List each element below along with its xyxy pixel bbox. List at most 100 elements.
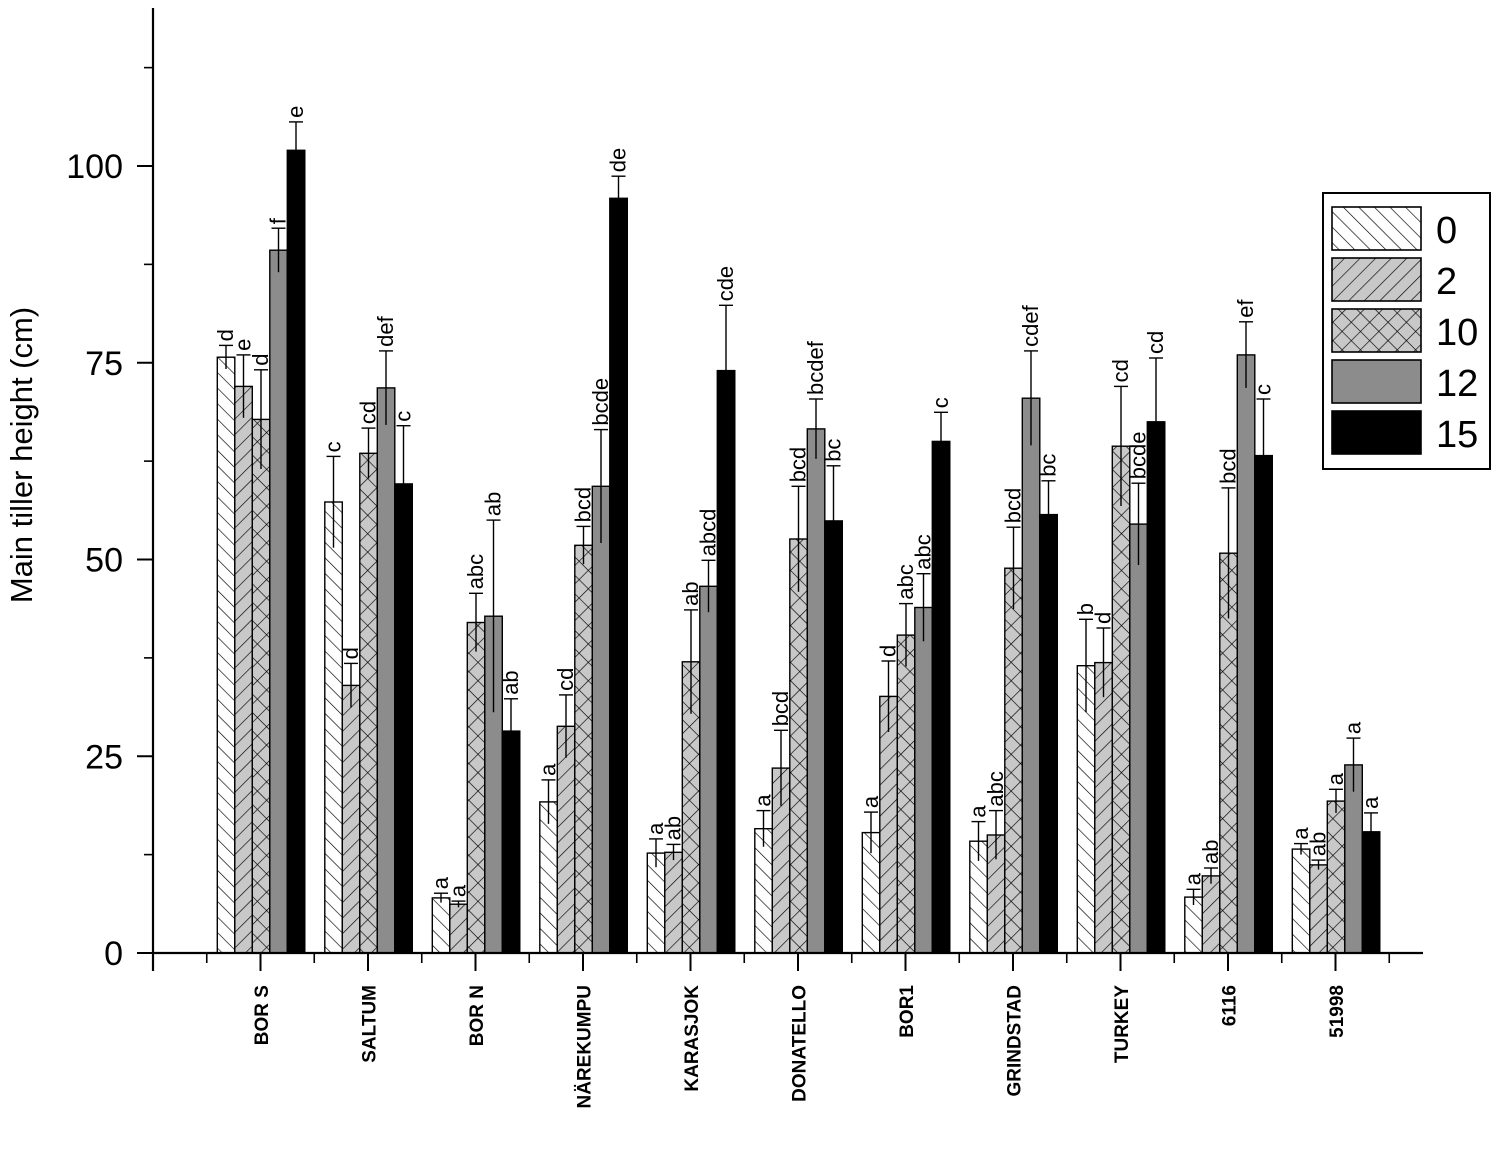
significance-letter: ab	[678, 581, 703, 605]
bar	[591, 485, 611, 954]
significance-letter: a	[751, 794, 776, 807]
y-tick-label: 25	[85, 738, 123, 776]
legend: 0 2 10 12 15	[1322, 192, 1491, 470]
significance-letter: a	[1288, 827, 1313, 840]
category-label: SALTUM	[360, 985, 381, 1063]
bar	[1201, 875, 1221, 954]
significance-letter: ab	[661, 816, 686, 840]
axes-layer	[137, 8, 1423, 971]
category-label: GRINDSTAD	[1005, 985, 1026, 1097]
bar	[1021, 397, 1041, 954]
bar	[789, 538, 808, 954]
significance-letter: c	[1251, 384, 1276, 395]
bar	[539, 801, 558, 954]
significance-letter: a	[1358, 796, 1383, 809]
bar	[216, 356, 236, 954]
significance-letter: ab	[1306, 832, 1331, 856]
bar	[1236, 354, 1256, 954]
significance-letter: a	[643, 822, 668, 835]
significance-letter: ab	[498, 670, 523, 694]
legend-swatch	[1331, 359, 1422, 404]
significance-letter: def	[373, 315, 398, 346]
bar	[1129, 523, 1149, 954]
bar	[574, 544, 593, 954]
legend-label: 0	[1436, 210, 1457, 252]
category-label: BOR S	[252, 985, 273, 1045]
y-tick-label: 50	[85, 542, 123, 580]
category-label: NÄREKUMPU	[575, 985, 596, 1109]
significance-letter: cd	[356, 401, 381, 424]
bar	[664, 851, 683, 954]
bar	[466, 621, 486, 954]
significance-letter: a	[1341, 721, 1366, 734]
significance-letter: bcdef	[803, 340, 828, 395]
significance-letter: cd	[1108, 359, 1133, 382]
bar	[646, 852, 666, 954]
bar	[341, 684, 361, 954]
bar	[501, 730, 521, 954]
category-label: TURKEY	[1112, 985, 1133, 1063]
bar	[914, 606, 933, 954]
category-label: BOR1	[897, 985, 918, 1038]
significance-letter: a	[858, 795, 883, 808]
bar	[286, 149, 306, 954]
significance-letter: a	[428, 876, 453, 889]
bars-layer	[216, 121, 1381, 954]
significance-letter: cde	[713, 266, 738, 301]
significance-letter: ef	[1233, 299, 1258, 318]
significance-letter: ab	[481, 492, 506, 516]
legend-label: 2	[1436, 261, 1457, 303]
significance-letter: d	[248, 354, 273, 366]
significance-letter: cd	[553, 668, 578, 691]
significance-letter: b	[1073, 603, 1098, 615]
significance-letter: de	[606, 148, 631, 172]
bar	[376, 387, 396, 954]
bar	[251, 418, 271, 954]
legend-swatch	[1331, 410, 1422, 455]
category-label: 6116	[1220, 985, 1241, 1026]
y-tick-label: 100	[66, 148, 123, 186]
significance-letter: bcd	[1001, 488, 1026, 523]
bar	[754, 828, 773, 954]
significance-letter: abc	[463, 554, 488, 589]
significance-letter: bcd	[571, 487, 596, 522]
bar	[699, 585, 718, 954]
legend-swatch	[1331, 206, 1422, 251]
bar	[1291, 848, 1311, 954]
bar	[1111, 445, 1131, 954]
significance-letter: f	[266, 217, 291, 224]
significance-letter: bcd	[1216, 448, 1241, 483]
significance-letter: bcde	[588, 378, 613, 426]
category-label: KARASJOK	[682, 985, 703, 1092]
legend-swatch	[1331, 308, 1422, 353]
category-label: DONATELLO	[790, 985, 811, 1102]
y-tick-label: 75	[85, 345, 123, 383]
bar	[556, 725, 576, 954]
bar	[1146, 421, 1166, 954]
bar	[394, 483, 413, 954]
significance-letter: d	[1091, 612, 1116, 624]
legend-label: 12	[1436, 363, 1478, 405]
bar	[896, 634, 916, 954]
bar	[1004, 567, 1023, 954]
bar	[234, 385, 254, 954]
significance-letter: abc	[911, 534, 936, 569]
bar	[824, 520, 843, 954]
significance-letter: d	[338, 647, 363, 659]
bar	[609, 197, 628, 954]
bar	[431, 897, 451, 954]
significance-letter: a	[966, 805, 991, 818]
significance-letter: c	[928, 397, 953, 408]
significance-letter: c	[321, 441, 346, 452]
significance-letter: a	[1181, 872, 1206, 885]
significance-letter: cd	[1143, 331, 1168, 354]
significance-letter: c	[391, 411, 416, 422]
y-tick-label: 0	[104, 935, 123, 973]
significance-letter: e	[231, 339, 256, 351]
bar	[931, 440, 951, 954]
bar	[1309, 864, 1329, 954]
significance-letter: abcd	[696, 509, 721, 557]
bar	[359, 452, 378, 954]
significance-letter: ab	[1198, 840, 1223, 864]
